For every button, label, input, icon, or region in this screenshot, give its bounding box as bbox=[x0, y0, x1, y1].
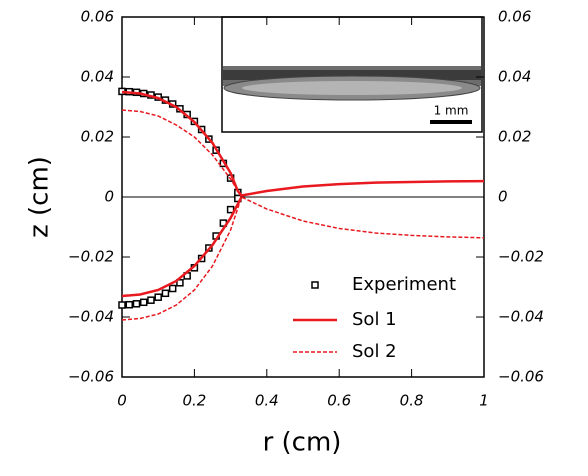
y-tick-label: 0.04 bbox=[81, 68, 114, 86]
marker bbox=[139, 298, 148, 307]
y2-tick-label: −0.06 bbox=[498, 368, 544, 386]
line-series bbox=[121, 109, 485, 321]
x-tick-label: 1 bbox=[479, 392, 489, 410]
x-tick-label: 0.8 bbox=[400, 392, 424, 410]
marker bbox=[125, 300, 133, 309]
legend-label: Sol 2 bbox=[352, 341, 397, 362]
y-tick-label: 0.06 bbox=[81, 8, 114, 26]
marker bbox=[168, 284, 177, 293]
marker bbox=[154, 293, 162, 301]
inset-photo bbox=[221, 16, 483, 133]
y-tick-label: −0.02 bbox=[68, 248, 114, 266]
legend-label: Experiment bbox=[352, 274, 456, 295]
x-axis-label: r (cm) bbox=[263, 428, 342, 458]
y2-tick-label: 0 bbox=[498, 188, 508, 206]
marker bbox=[147, 296, 155, 304]
x-tick-label: 0.2 bbox=[182, 392, 206, 410]
y-tick-label: 0.02 bbox=[81, 128, 114, 146]
y2-tick-label: 0.02 bbox=[498, 128, 531, 146]
y2-tick-label: 0.06 bbox=[498, 8, 531, 26]
scale-label: 1 mm bbox=[434, 104, 469, 118]
legend-label: Sol 1 bbox=[352, 309, 397, 330]
x-tick-label: 0.6 bbox=[327, 392, 351, 410]
marker bbox=[161, 289, 170, 298]
marker bbox=[176, 279, 184, 287]
marker bbox=[132, 300, 141, 308]
y-tick-label: −0.04 bbox=[68, 308, 114, 326]
y2-tick-label: 0.04 bbox=[498, 68, 531, 86]
y-tick-label: 0 bbox=[104, 188, 114, 206]
y2-tick-label: −0.02 bbox=[498, 248, 544, 266]
x-tick-label: 0 bbox=[117, 392, 127, 410]
marker bbox=[118, 301, 126, 309]
y-tick-label: −0.06 bbox=[68, 368, 114, 386]
y-axis-label: z (cm) bbox=[25, 156, 55, 238]
x-tick-label: 0.4 bbox=[255, 392, 279, 410]
legend-marker bbox=[311, 281, 319, 289]
y2-tick-label: −0.04 bbox=[498, 308, 544, 326]
